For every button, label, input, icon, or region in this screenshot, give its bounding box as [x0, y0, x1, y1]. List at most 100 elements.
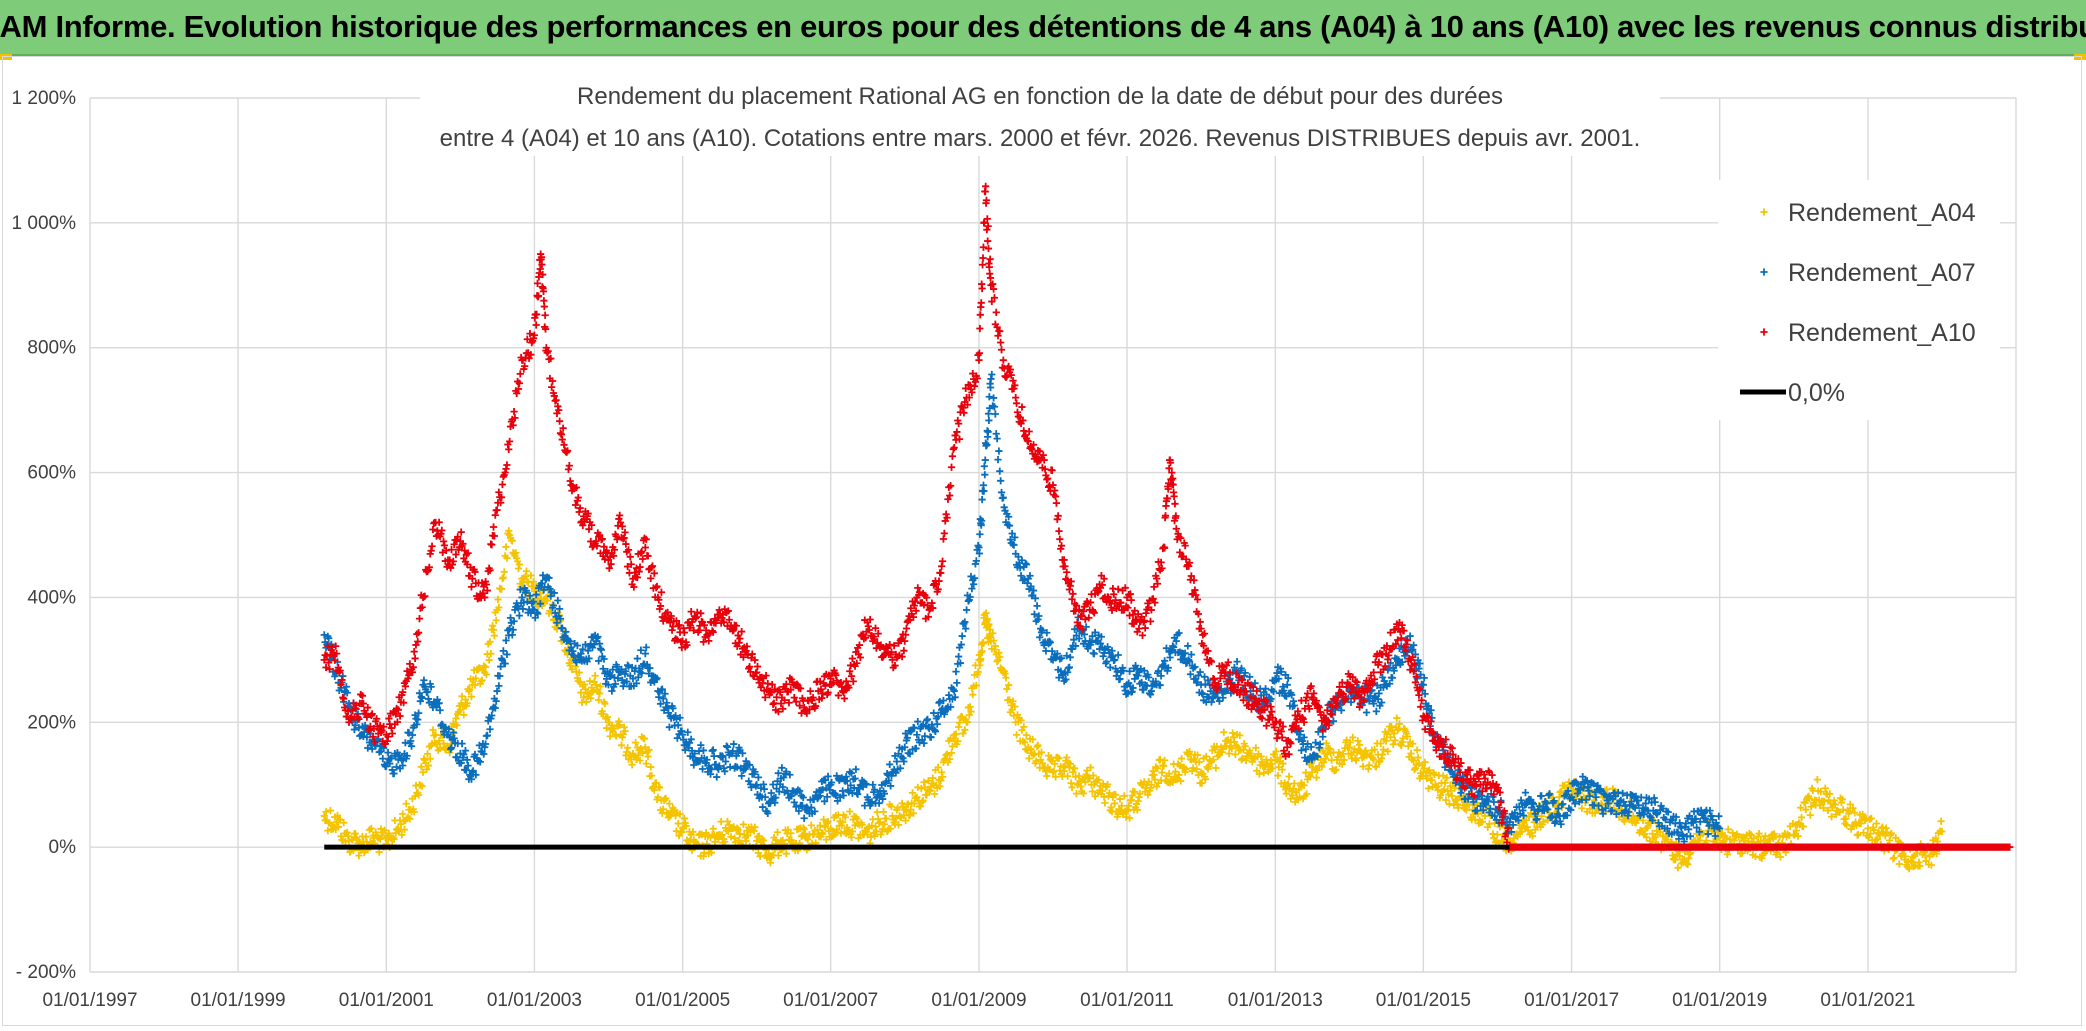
data-point — [709, 746, 717, 754]
data-point — [333, 811, 342, 820]
data-point — [721, 838, 729, 846]
data-point — [461, 695, 470, 704]
data-point — [959, 729, 967, 738]
data-point — [1146, 617, 1155, 625]
data-point — [1052, 499, 1061, 507]
data-point — [1085, 614, 1093, 622]
data-point — [637, 744, 645, 753]
data-point — [993, 435, 1001, 443]
data-point — [1009, 697, 1017, 705]
data-point — [983, 226, 991, 234]
data-point — [1193, 751, 1202, 759]
data-point — [1312, 739, 1320, 747]
data-point — [582, 698, 590, 706]
corner-mark-right — [2074, 54, 2086, 60]
data-point — [534, 292, 543, 300]
data-point — [1686, 832, 1695, 840]
x-tick-label: 01/01/2017 — [1524, 990, 1619, 1011]
data-point — [1122, 813, 1130, 821]
data-point — [601, 700, 609, 708]
data-point — [779, 836, 787, 844]
data-point — [508, 537, 516, 545]
data-point — [982, 609, 990, 617]
data-point — [662, 794, 670, 803]
data-point — [676, 810, 684, 818]
data-point — [778, 764, 786, 772]
data-point — [1231, 750, 1239, 758]
data-point — [986, 383, 995, 392]
x-tick-label: 01/01/2021 — [1820, 990, 1915, 1011]
data-point — [981, 456, 989, 464]
data-point — [887, 802, 896, 811]
data-point — [984, 244, 993, 253]
data-point — [1069, 590, 1077, 598]
data-point — [1079, 789, 1088, 797]
data-point — [976, 324, 984, 333]
data-point — [972, 681, 980, 690]
data-point — [991, 642, 999, 650]
data-point — [334, 823, 342, 831]
data-point — [943, 750, 951, 758]
data-point — [463, 699, 471, 707]
data-point — [399, 810, 407, 818]
data-point — [955, 652, 963, 661]
data-point — [723, 817, 732, 825]
data-point — [429, 525, 437, 534]
data-point — [1806, 811, 1814, 819]
data-point — [606, 732, 614, 740]
data-point — [376, 835, 384, 843]
data-point — [410, 808, 418, 816]
data-point — [1178, 754, 1186, 763]
data-point — [1201, 775, 1210, 783]
data-point — [1138, 631, 1147, 639]
data-point — [1312, 773, 1321, 782]
data-point — [1089, 771, 1097, 780]
data-point — [621, 727, 629, 735]
data-point — [1118, 802, 1126, 810]
data-point — [1136, 790, 1144, 798]
data-point — [700, 849, 708, 857]
series-Rendement_A07 — [320, 370, 1724, 846]
data-point — [948, 742, 957, 751]
data-point — [640, 735, 649, 743]
data-point — [997, 477, 1005, 485]
data-point — [636, 563, 644, 571]
data-point — [597, 646, 605, 654]
data-point — [936, 698, 944, 706]
x-tick-label: 01/01/2005 — [635, 990, 730, 1011]
data-point — [962, 606, 971, 614]
data-point — [1003, 685, 1011, 693]
data-point — [985, 416, 993, 425]
data-point — [977, 655, 985, 663]
data-point — [1111, 791, 1120, 799]
data-point — [599, 710, 607, 718]
data-point — [1005, 696, 1014, 704]
data-point — [1081, 778, 1089, 786]
data-point — [1066, 760, 1074, 768]
data-point — [1362, 708, 1371, 717]
data-point — [1184, 642, 1192, 650]
data-point — [908, 789, 917, 797]
data-point — [522, 567, 531, 575]
data-point — [820, 816, 828, 824]
data-point — [456, 706, 464, 714]
data-point — [1413, 746, 1421, 754]
data-point — [415, 615, 424, 623]
chart-frame — [2, 56, 2082, 1026]
data-point — [978, 647, 986, 655]
data-point — [958, 632, 966, 640]
data-point — [1125, 814, 1134, 822]
data-point — [435, 737, 443, 745]
data-point — [603, 724, 611, 732]
data-point — [718, 831, 726, 839]
data-point — [800, 814, 808, 822]
data-point — [989, 629, 997, 637]
data-point — [713, 773, 721, 781]
data-point — [457, 528, 465, 536]
data-point — [1290, 779, 1298, 788]
data-point — [565, 461, 573, 470]
x-tick-label: 01/01/2001 — [339, 990, 434, 1011]
data-point — [1131, 788, 1139, 796]
x-tick-label: 01/01/2007 — [783, 990, 878, 1011]
data-point — [871, 832, 879, 840]
